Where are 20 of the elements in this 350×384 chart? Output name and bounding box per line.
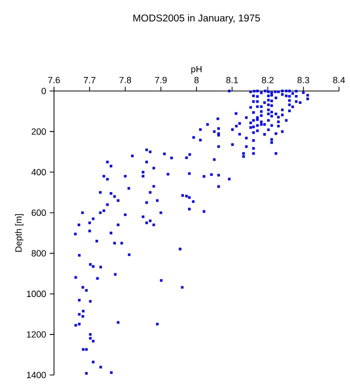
y-tick-label: 1200 — [26, 331, 46, 338]
y-tick-label: 1400 — [26, 372, 46, 378]
y-tick-label: 200 — [32, 128, 46, 135]
x-tick-label: 7.7 — [84, 77, 96, 84]
x-tick-label: 8.4 — [333, 76, 345, 84]
x-tick-label: 8 — [194, 76, 199, 84]
y-tick-label: 600 — [32, 210, 46, 216]
x-tick-label: 7.6 — [48, 76, 60, 84]
x-tick-label: 8.2 — [262, 76, 274, 84]
y-tick-label: 1000 — [26, 290, 46, 298]
y-tick-label: 400 — [31, 168, 46, 176]
x-tick-label: 7.8 — [119, 76, 132, 84]
y-axis-title: Depth [m] — [15, 214, 24, 252]
y-tick-label: 0 — [42, 88, 46, 94]
y-tick-label: 800 — [32, 250, 46, 256]
x-tick-label: 7.9 — [155, 76, 167, 84]
chart-title: MODS2005 in January, 1975 — [133, 14, 260, 24]
x-tick-label: 8.1 — [226, 76, 238, 84]
x-tick-label: 8.3 — [298, 76, 310, 84]
x-axis-title: pH — [191, 66, 202, 74]
